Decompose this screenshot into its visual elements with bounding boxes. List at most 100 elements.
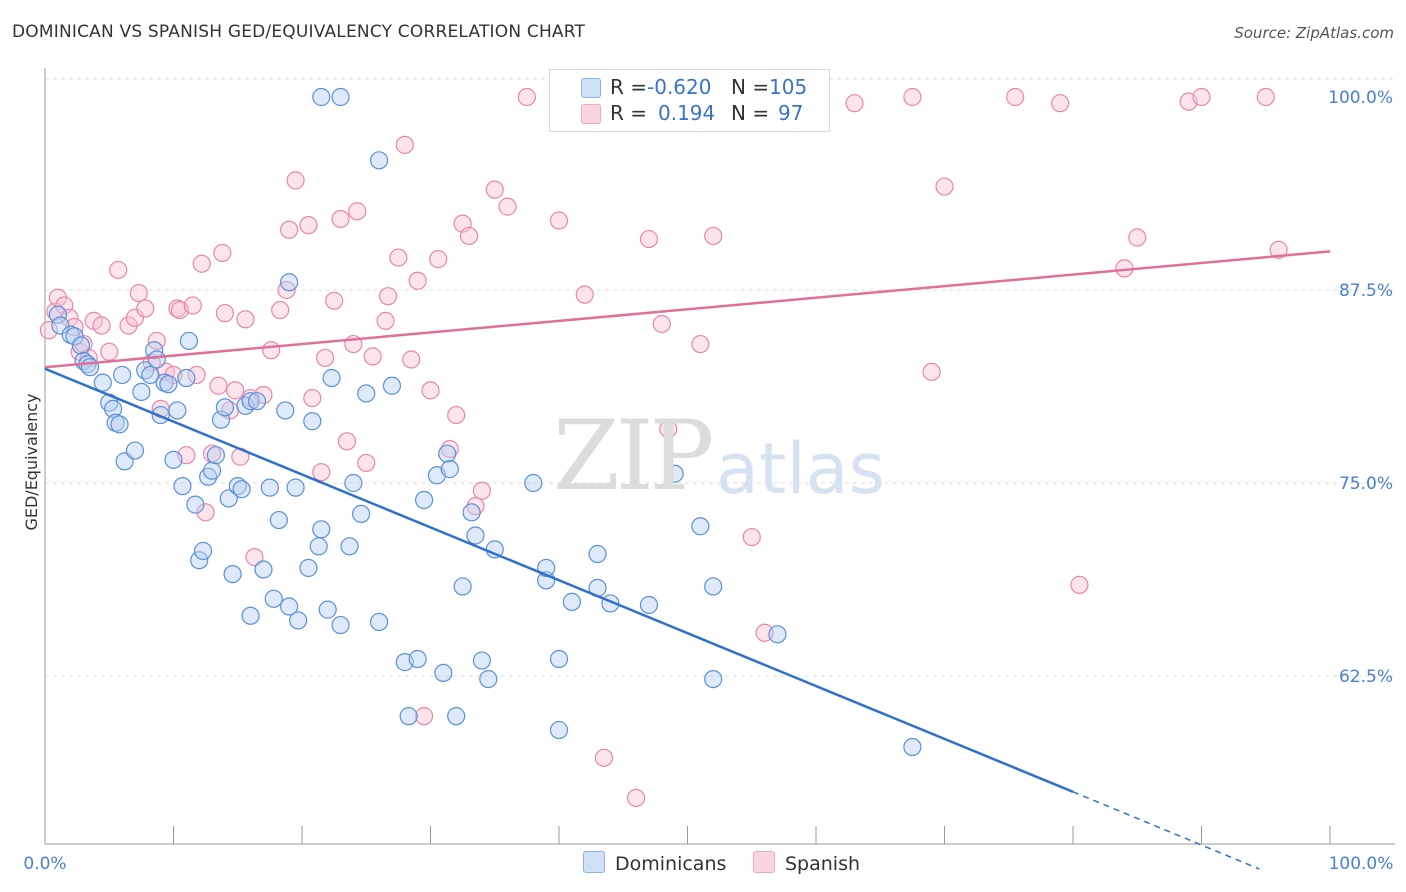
dominican-point-44 <box>247 392 267 411</box>
dominican-point-12 <box>110 415 129 434</box>
x-axis-ticks <box>44 826 1331 844</box>
dominican-point-82 <box>524 473 543 493</box>
dominican-point-80 <box>479 669 498 689</box>
bottom-legend-label-dominicans: Dominicans <box>615 853 727 875</box>
dominican-point-40 <box>232 480 251 499</box>
spanish-point-10 <box>92 316 111 335</box>
spanish-point-14 <box>125 308 145 327</box>
spanish-point-27 <box>192 254 211 273</box>
dominican-point-10 <box>104 399 123 418</box>
y-tick-label-0: 62.5% <box>1339 667 1393 687</box>
dominican-point-15 <box>112 365 132 385</box>
dominican-point-38 <box>223 564 242 584</box>
legend-r-value: -0.620 <box>647 75 712 99</box>
dominican-point-3 <box>65 327 84 346</box>
dominican-point-65 <box>370 612 389 632</box>
dominican-point-94 <box>704 669 723 689</box>
legend-row-spanish: R = 0.194 N = 97 <box>550 101 829 127</box>
spanish-point-70 <box>472 481 491 500</box>
spanish-point-47 <box>312 463 331 482</box>
bottom-legend-dominicans: Dominicans <box>583 851 726 875</box>
spanish-point-84 <box>742 527 761 547</box>
watermark-atlas: atlas <box>716 428 886 510</box>
x-tick-label-min: 0.0% <box>23 854 66 874</box>
dominican-point-55 <box>303 412 322 431</box>
y-tick-label-3: 100.0% <box>1328 88 1393 108</box>
dominican-point-25 <box>168 401 187 420</box>
spanish-point-15 <box>129 283 148 303</box>
dominican-point-61 <box>340 537 359 556</box>
dominican-point-48 <box>269 510 288 530</box>
spanish-point-38 <box>245 548 264 567</box>
spanish-point-0 <box>39 321 58 340</box>
legend-r-value: 0.194 <box>658 101 716 125</box>
dominican-point-64 <box>357 384 376 403</box>
dominican-point-59 <box>322 368 341 388</box>
spanish-point-60 <box>402 350 421 369</box>
spanish-point-89 <box>922 362 941 381</box>
spanish-point-11 <box>100 342 119 361</box>
spanish-point-87 <box>845 94 864 113</box>
spanish-point-12 <box>109 260 128 280</box>
dominican-point-54 <box>299 558 318 578</box>
dominican-point-62 <box>344 473 363 493</box>
spanish-point-97 <box>1192 87 1211 107</box>
spanish-point-55 <box>363 347 382 366</box>
source-label: Source: ZipAtlas.com <box>1234 24 1394 42</box>
spanish-point-81 <box>659 419 678 439</box>
spanish-point-25 <box>183 296 202 315</box>
spanish-point-48 <box>316 348 335 368</box>
spanish-point-83 <box>704 226 723 246</box>
dominican-point-7 <box>80 358 100 377</box>
dominican-point-69 <box>408 649 427 669</box>
spanish-point-79 <box>639 229 659 249</box>
dominican-point-45 <box>254 560 273 579</box>
bottom-legend-spanish: Spanish <box>753 851 860 875</box>
dominican-point-89 <box>588 544 607 564</box>
dominican-point-50 <box>280 597 299 616</box>
dominican-point-23 <box>159 375 178 394</box>
spanish-point-71 <box>485 180 504 199</box>
legend-swatch-dominicans <box>581 78 601 98</box>
legend-n-label: N = <box>731 101 770 125</box>
y-axis-tick-labels: 62.5% 75.0% 87.5% 100.0% <box>1328 88 1393 687</box>
spanish-point-77 <box>594 748 614 767</box>
dominican-point-16 <box>132 382 151 402</box>
spanish-point-53 <box>348 202 367 221</box>
spanish-point-59 <box>395 135 414 154</box>
dominican-point-66 <box>382 376 402 395</box>
spanish-point-50 <box>331 209 350 229</box>
x-tick-label-max: 100.0% <box>1329 854 1394 874</box>
dominican-point-56 <box>309 537 328 556</box>
spanish-point-41 <box>271 300 290 320</box>
trend-lines <box>44 250 1331 870</box>
dominican-point-86 <box>549 720 569 740</box>
spanish-point-64 <box>429 250 448 269</box>
spanish-point-75 <box>575 285 594 304</box>
spanish-point-54 <box>357 453 376 473</box>
dominican-point-100 <box>370 151 389 170</box>
dominican-point-14 <box>125 441 145 460</box>
dominican-point-52 <box>286 478 305 497</box>
spanish-point-73 <box>517 87 536 107</box>
correlation-legend: R = -0.620 N = 105 R = 0.194 N = 97 <box>549 69 830 132</box>
legend-r-label: R = <box>610 75 648 99</box>
dominican-point-33 <box>202 461 222 480</box>
spanish-point-92 <box>1051 94 1070 113</box>
spanish-point-74 <box>549 211 569 230</box>
legend-n-label: N = <box>731 75 770 99</box>
dominican-point-77 <box>462 503 481 522</box>
spanish-point-90 <box>935 177 954 196</box>
legend-swatch-spanish <box>581 104 601 124</box>
spanish-point-40 <box>262 341 281 360</box>
dominican-point-1 <box>51 316 70 335</box>
spanish-point-36 <box>236 310 255 329</box>
dominican-point-43 <box>241 606 260 625</box>
dominican-point-97 <box>903 737 922 757</box>
dominican-point-0 <box>48 305 67 324</box>
bottom-legend-label-spanish: Spanish <box>785 853 861 875</box>
dominican-point-68 <box>399 707 418 726</box>
dominican-point-57 <box>312 520 331 539</box>
dominican-trend-line <box>44 367 1074 793</box>
spanish-point-34 <box>226 381 245 400</box>
